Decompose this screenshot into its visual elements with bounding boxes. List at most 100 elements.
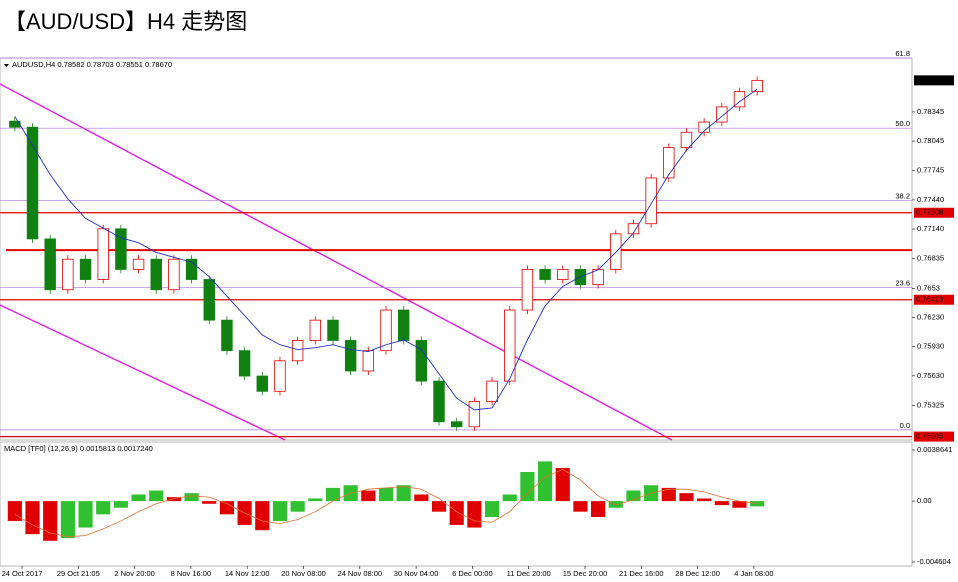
macd-bar: [166, 497, 181, 502]
price-frame: [0, 57, 913, 441]
candle-body: [539, 269, 551, 280]
candle-body: [486, 380, 498, 402]
current-price-label: 0.78670: [916, 75, 943, 84]
y-tick-label: 0.76835: [917, 254, 944, 263]
macd-bar: [679, 493, 694, 502]
x-tick-label: 20 Nov 08:00: [281, 569, 326, 578]
macd-bar: [608, 501, 623, 508]
level-box: [914, 431, 954, 442]
candle-body: [415, 340, 428, 382]
y-tick-label: 0.77440: [917, 195, 944, 204]
candle-body: [645, 177, 657, 225]
macd-bar: [184, 493, 199, 502]
candle-body: [132, 258, 145, 270]
macd-bar: [96, 501, 111, 515]
fib-label: 61.8: [895, 49, 910, 58]
y-tick-label: 0.76230: [917, 313, 944, 322]
candle-body: [256, 375, 268, 392]
x-tick-label: 6 Dec 00:00: [452, 569, 492, 578]
macd-bar: [555, 468, 570, 502]
candle-body: [168, 258, 180, 291]
candle-body: [751, 79, 763, 93]
x-tick-label: 14 Nov 12:00: [225, 569, 270, 578]
x-tick-label: 2 Nov 20:00: [114, 569, 154, 578]
candle-body: [44, 238, 56, 291]
y-tick-label: 0.78345: [917, 107, 944, 116]
candle-body: [380, 309, 392, 352]
macd-bar: [290, 501, 305, 512]
candle-body: [680, 131, 693, 148]
candle-body: [327, 319, 339, 341]
macd-bar: [60, 501, 75, 539]
candle-body: [26, 126, 39, 240]
macd-bar: [732, 501, 747, 508]
level-label: 0.77308: [916, 208, 943, 217]
candle-body: [185, 258, 198, 280]
candle-body: [557, 269, 569, 280]
candle-body: [150, 258, 162, 291]
macd-bar: [467, 501, 482, 528]
candle-body: [62, 258, 74, 291]
level-box: [914, 207, 954, 218]
macd-bar: [7, 501, 22, 521]
macd-bar: [520, 472, 535, 502]
page-title: 【AUD/USD】H4 走势图: [4, 9, 248, 34]
level-label: 0.75005: [916, 432, 943, 441]
macd-bar: [361, 490, 376, 502]
macd-bar: [272, 501, 288, 521]
candle-body: [203, 279, 215, 321]
fib-label: 50.0: [895, 119, 910, 128]
level-box: [914, 294, 954, 305]
macd-header: MACD [TF0] (12,26,9) 0.0015813 0.0017240: [4, 444, 153, 453]
macd-bar: [661, 487, 676, 502]
macd-bar: [202, 501, 217, 504]
y-tick-label: 0.78045: [917, 136, 944, 145]
moving-average: [14, 88, 758, 411]
fib-label: 0.0: [900, 421, 910, 430]
candle-body: [274, 360, 286, 392]
x-tick-label: 29 Oct 21:05: [57, 569, 100, 578]
macd-bar: [149, 490, 164, 502]
candle-body: [521, 269, 534, 311]
macd-bar: [378, 487, 394, 502]
y-tick-label: 0.75930: [917, 342, 944, 351]
x-tick-label: 24 Oct 2017: [2, 569, 43, 578]
candle-body: [397, 309, 410, 341]
current-price-box: [914, 75, 954, 86]
candle-body: [238, 350, 251, 377]
macd-bar: [573, 501, 588, 512]
macd-bar: [113, 501, 128, 508]
level-label: 0.76413: [916, 295, 943, 304]
macd-bar: [396, 485, 411, 502]
x-tick-label: 24 Nov 08:00: [337, 569, 382, 578]
y-tick-label: 0.7653: [917, 283, 940, 292]
macd-bar: [502, 494, 517, 502]
macd-bar: [25, 501, 40, 535]
x-tick-label: 8 Nov 16:00: [171, 569, 211, 578]
macd-bar: [219, 501, 234, 515]
candle-body: [362, 350, 375, 372]
menu-arrow: [4, 64, 9, 67]
macd-bar: [484, 501, 500, 517]
candle-body: [733, 91, 746, 108]
y-tick-label: 0.75325: [917, 400, 944, 409]
trend-line: [0, 83, 673, 441]
macd-bar: [78, 501, 93, 528]
x-tick-label: 28 Dec 12:00: [675, 569, 720, 578]
macd-tick-label: 0.00: [917, 496, 932, 505]
macd-tick-label: 0.0038641: [917, 445, 952, 454]
macd-bar: [255, 501, 270, 531]
candle-body: [433, 380, 445, 423]
candle-body: [610, 233, 622, 270]
macd-bar: [414, 494, 429, 502]
macd-bar: [308, 498, 323, 502]
macd-bar: [449, 501, 464, 525]
x-tick-label: 30 Nov 04:00: [394, 569, 439, 578]
macd-tick-label: -0.004604: [917, 557, 951, 566]
candle-body: [627, 223, 640, 235]
candle-body: [663, 147, 675, 179]
trend-line: [0, 304, 286, 441]
candle-body: [698, 121, 710, 133]
